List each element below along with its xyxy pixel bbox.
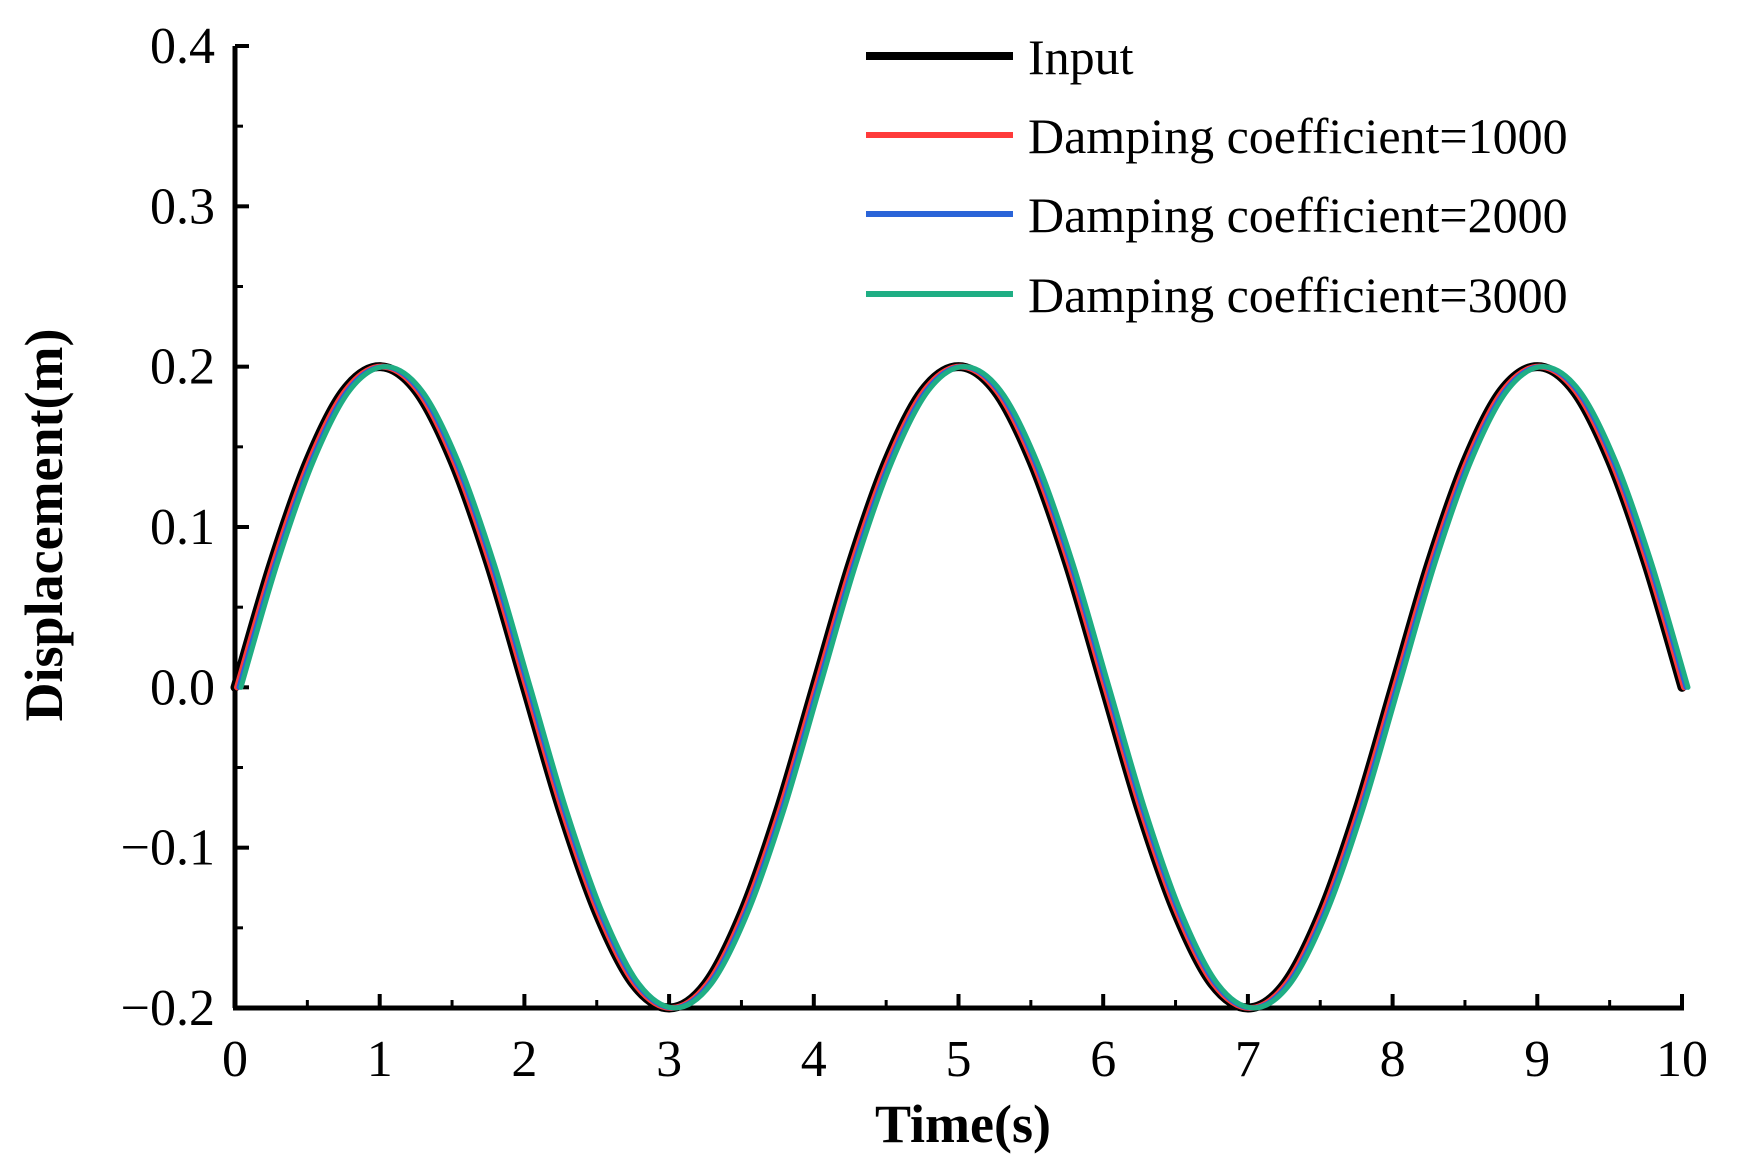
x-tick-label: 9: [1524, 1031, 1550, 1088]
x-tick-label: 1: [367, 1031, 393, 1088]
legend-label: Damping coefficient=3000: [1028, 267, 1568, 323]
x-tick-label: 0: [222, 1031, 248, 1088]
x-tick-label: 5: [946, 1031, 972, 1088]
x-tick-label: 3: [656, 1031, 682, 1088]
y-tick-label: 0.2: [150, 339, 215, 396]
y-tick-label: −0.2: [121, 980, 215, 1037]
x-axis-title: Time(s): [875, 1094, 1051, 1154]
y-tick-label: 0.0: [150, 659, 215, 716]
legend-label: Damping coefficient=1000: [1028, 108, 1568, 164]
legend-label: Input: [1028, 29, 1134, 85]
y-tick-label: 0.3: [150, 178, 215, 235]
x-tick-label: 10: [1656, 1031, 1708, 1088]
x-tick-label: 2: [511, 1031, 537, 1088]
y-tick-label: 0.1: [150, 499, 215, 556]
x-tick-label: 4: [801, 1031, 827, 1088]
x-tick-label: 7: [1235, 1031, 1261, 1088]
y-axis-title: Displacement(m): [14, 329, 74, 722]
legend-label: Damping coefficient=2000: [1028, 187, 1568, 243]
y-tick-label: −0.1: [121, 820, 215, 877]
x-tick-label: 8: [1380, 1031, 1406, 1088]
series-layer: [230, 362, 1691, 1013]
y-tick-label: 0.4: [150, 18, 215, 75]
axes: −0.2 −0.1 0.0 0.1 0.2 0.3 0.4 0 1 2 3 4 5 6 7 8 9 10: [121, 18, 1708, 1088]
x-tick-label: 6: [1090, 1031, 1116, 1088]
series-line: [238, 364, 1691, 1011]
legend: Input Damping coefficient=1000 Damping coe…: [866, 29, 1568, 323]
